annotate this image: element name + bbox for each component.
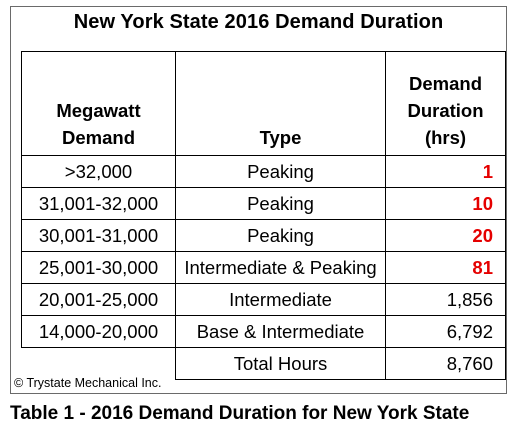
total-row: Total Hours 8,760 <box>21 347 506 380</box>
cell-hours: 20 <box>385 219 506 252</box>
cell-hours: 10 <box>385 187 506 220</box>
table-row: 25,001-30,000 Intermediate & Peaking 81 <box>21 251 506 284</box>
header-text: Duration <box>407 100 484 121</box>
cell-hours: 6,792 <box>385 315 506 348</box>
empty-cell <box>21 347 176 380</box>
header-text: Megawatt <box>56 100 141 121</box>
table-row: 20,001-25,000 Intermediate 1,856 <box>21 283 506 316</box>
cell-type: Peaking <box>175 219 386 252</box>
header-type: Type <box>175 51 386 156</box>
cell-hours: 1 <box>385 155 506 188</box>
total-label: Total Hours <box>175 347 386 380</box>
table-row: 14,000-20,000 Base & Intermediate 6,792 <box>21 315 506 348</box>
total-hours: 8,760 <box>385 347 506 380</box>
cell-megawatt: >32,000 <box>21 155 176 188</box>
cell-type: Peaking <box>175 187 386 220</box>
demand-duration-table: Megawatt Demand Type Demand Duration (hr… <box>21 51 506 380</box>
cell-megawatt: 30,001-31,000 <box>21 219 176 252</box>
header-megawatt-demand: Megawatt Demand <box>21 51 176 156</box>
header-text: Demand <box>409 73 482 94</box>
header-text: Demand <box>62 127 135 148</box>
cell-type: Intermediate & Peaking <box>175 251 386 284</box>
table-row: 30,001-31,000 Peaking 20 <box>21 219 506 252</box>
table-title: New York State 2016 Demand Duration <box>73 11 444 33</box>
cell-type: Base & Intermediate <box>175 315 386 348</box>
copyright-notice: © Trystate Mechanical Inc. <box>14 376 162 390</box>
header-text: (hrs) <box>424 127 467 148</box>
cell-megawatt: 14,000-20,000 <box>21 315 176 348</box>
cell-megawatt: 25,001-30,000 <box>21 251 176 284</box>
table-frame: New York State 2016 Demand Duration Mega… <box>10 6 507 394</box>
header-text: Type <box>259 127 302 148</box>
table-row: >32,000 Peaking 1 <box>21 155 506 188</box>
table-row: 31,001-32,000 Peaking 10 <box>21 187 506 220</box>
header-row: Megawatt Demand Type Demand Duration (hr… <box>21 51 506 156</box>
cell-hours: 81 <box>385 251 506 284</box>
cell-megawatt: 20,001-25,000 <box>21 283 176 316</box>
cell-megawatt: 31,001-32,000 <box>21 187 176 220</box>
cell-hours: 1,856 <box>385 283 506 316</box>
cell-type: Intermediate <box>175 283 386 316</box>
header-demand-duration: Demand Duration (hrs) <box>385 51 506 156</box>
cell-type: Peaking <box>175 155 386 188</box>
table-caption: Table 1 - 2016 Demand Duration for New Y… <box>10 403 470 424</box>
